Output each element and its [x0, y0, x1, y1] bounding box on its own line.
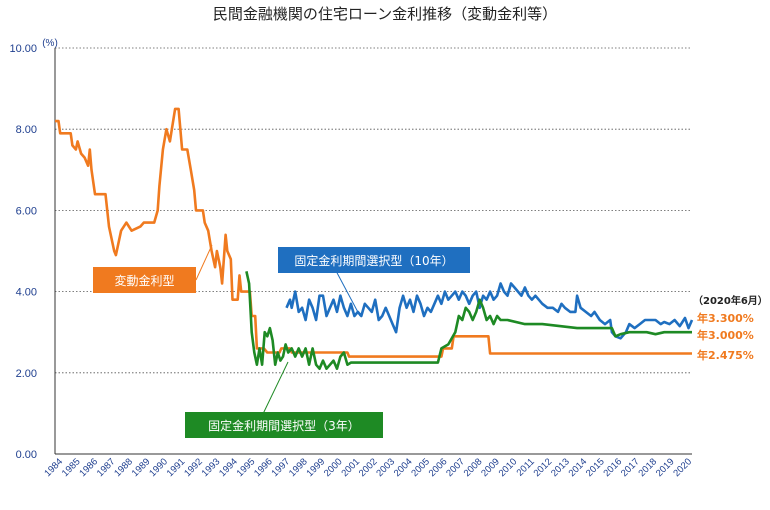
- y-tick-label: 6.00: [16, 205, 37, 217]
- x-tick-label: 1989: [130, 456, 153, 479]
- x-tick-label: 2017: [619, 456, 642, 479]
- x-tick-label: 2005: [409, 456, 432, 479]
- end-label-fixed10: 年3.300%: [697, 311, 754, 325]
- x-tick-label: 2016: [602, 456, 625, 479]
- leader-variable: [195, 244, 213, 281]
- x-tick-label: 2003: [374, 456, 397, 479]
- series-line-1: [285, 282, 694, 340]
- x-tick-label: 2009: [479, 456, 502, 479]
- label-variable: 変動金利型: [114, 273, 174, 288]
- x-tick-label: 1994: [217, 456, 240, 479]
- leader-fixed3: [261, 361, 289, 417]
- label-box-fixed10: [278, 247, 470, 273]
- y-tick-label: 0.00: [16, 449, 37, 461]
- x-tick-label: 1995: [235, 456, 258, 479]
- x-tick-label: 2015: [584, 456, 607, 479]
- label-fixed10: 固定金利期間選択型（10年）: [294, 253, 453, 268]
- axes: [54, 48, 692, 455]
- x-tick-label: 2006: [427, 456, 450, 479]
- unit-label: (%): [42, 38, 58, 49]
- x-tick-label: 2019: [654, 456, 677, 479]
- x-tick-label: 2000: [322, 456, 345, 479]
- end-label-fixed3: 年3.000%: [697, 328, 754, 342]
- x-tick-label: 1993: [200, 456, 223, 479]
- x-tick-label: 1999: [304, 456, 327, 479]
- x-tick-label: 2011: [515, 456, 537, 478]
- label-fixed3: 固定金利期間選択型（3年）: [208, 418, 360, 433]
- x-tick-label: 2008: [462, 456, 485, 479]
- x-tick-label: 2020: [671, 456, 694, 479]
- x-tick-label: 2018: [636, 456, 659, 479]
- grid-lines: [55, 47, 692, 374]
- x-tick-label: 2007: [444, 456, 467, 479]
- x-tick-label: 1998: [287, 456, 310, 479]
- label-box-fixed3: [185, 412, 383, 438]
- x-tick-label: 1987: [95, 456, 118, 479]
- x-tick-label: 1992: [182, 456, 205, 479]
- x-tick-label: 2013: [549, 456, 572, 479]
- chart-title: 民間金融機関の住宅ローン金利推移（変動金利等）: [213, 5, 557, 23]
- date-note: （2020年6月）: [693, 294, 768, 307]
- x-tick-label: 1991: [165, 456, 188, 479]
- series-line-2: [245, 271, 692, 371]
- y-tick-label: 4.00: [16, 287, 37, 299]
- x-tick-label: 2012: [532, 456, 555, 479]
- x-tick-label: 1990: [147, 456, 170, 479]
- x-tick-label: 1988: [112, 456, 135, 479]
- label-box-variable: [93, 267, 196, 293]
- series-line-0: [55, 107, 692, 358]
- leader-fixed10: [334, 268, 361, 317]
- x-tick-label: 1985: [60, 456, 83, 479]
- end-label-variable: 年2.475%: [697, 348, 754, 362]
- y-tick-label: 8.00: [16, 124, 37, 136]
- x-axis-ticks: 1984198519861987198819891990199119921993…: [42, 456, 694, 479]
- y-tick-label: 2.00: [16, 368, 37, 380]
- x-tick-label: 2014: [567, 456, 590, 479]
- x-tick-label: 2002: [357, 456, 380, 479]
- y-axis-ticks: 0.00 2.00 4.00 6.00 8.00 10.00: [9, 43, 37, 461]
- x-tick-label: 1984: [42, 456, 65, 479]
- y-tick-label: 10.00: [9, 43, 37, 55]
- x-tick-label: 1996: [252, 456, 275, 479]
- x-tick-label: 1997: [270, 456, 293, 479]
- series-labels: 変動金利型 固定金利期間選択型（10年） 固定金利期間選択型（3年） （2020…: [93, 244, 768, 438]
- series-lines: [55, 107, 694, 371]
- x-tick-label: 2004: [392, 456, 415, 479]
- x-tick-label: 2010: [497, 456, 520, 479]
- x-tick-label: 1986: [77, 456, 100, 479]
- x-tick-label: 2001: [339, 456, 362, 479]
